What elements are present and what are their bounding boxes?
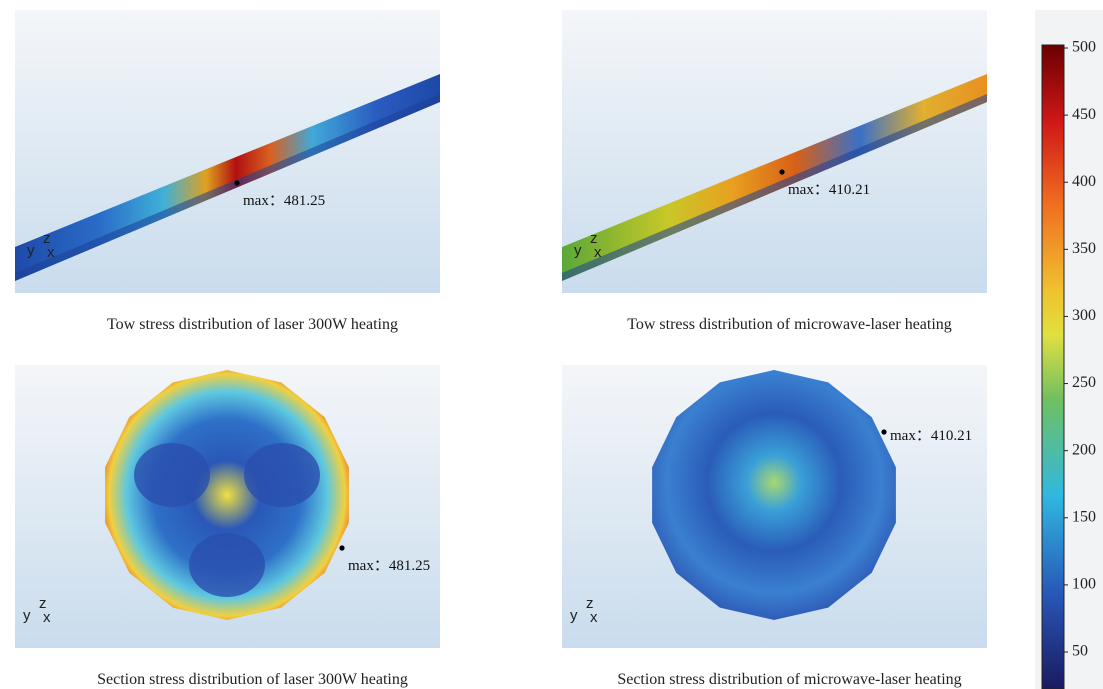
tick-label: 100 bbox=[1072, 576, 1096, 593]
axis-label: y bbox=[570, 607, 578, 624]
tick-label: 150 bbox=[1072, 508, 1096, 525]
low-stress-zone bbox=[134, 443, 210, 507]
tick-label: 500 bbox=[1072, 39, 1096, 56]
tick-label: 450 bbox=[1072, 106, 1096, 123]
tick-label: 250 bbox=[1072, 374, 1096, 391]
axis-label: x bbox=[43, 609, 51, 626]
axis-label: z bbox=[39, 595, 47, 612]
tick-label: 400 bbox=[1072, 173, 1096, 190]
tick-label: 200 bbox=[1072, 441, 1096, 458]
axis-label: x bbox=[594, 244, 602, 261]
tow-edge bbox=[562, 94, 987, 281]
section bbox=[652, 370, 896, 620]
axis-label: x bbox=[47, 244, 55, 261]
axis-label: y bbox=[574, 242, 582, 259]
axis-label: x bbox=[590, 609, 598, 626]
tick-label: 300 bbox=[1072, 307, 1096, 324]
colorbar bbox=[1041, 44, 1065, 689]
tick-label: 50 bbox=[1072, 643, 1088, 660]
panel: max：481.25 yzx Tow stress distribution of … bbox=[15, 10, 440, 333]
section bbox=[105, 370, 349, 620]
panel: max：410.21 yzx Section stress distribution… bbox=[562, 365, 987, 688]
caption: Section stress distribution of laser 300… bbox=[97, 671, 408, 688]
max-point bbox=[339, 545, 345, 551]
axis-label: z bbox=[590, 230, 598, 247]
axis-label: y bbox=[27, 242, 35, 259]
max-annotation: max：481.25 bbox=[243, 193, 325, 209]
max-annotation: max：410.21 bbox=[890, 428, 972, 444]
max-point bbox=[779, 169, 785, 175]
caption: Tow stress distribution of laser 300W he… bbox=[107, 316, 398, 333]
low-stress-zone bbox=[244, 443, 320, 507]
axis-label: y bbox=[23, 607, 31, 624]
max-annotation: max：410.21 bbox=[788, 182, 870, 198]
tick-label: 350 bbox=[1072, 240, 1096, 257]
max-point bbox=[234, 180, 240, 186]
axis-label: z bbox=[43, 230, 51, 247]
panel: max：481.25 yzx Section stress distribution… bbox=[15, 365, 440, 688]
max-point bbox=[881, 429, 887, 435]
caption: Section stress distribution of microwave… bbox=[617, 671, 961, 688]
tow-edge bbox=[15, 94, 440, 281]
panel: max：410.21 yzx Tow stress distribution of … bbox=[562, 10, 987, 333]
colorbar-ticks: 500 450 400 350 300 250 200 150 100 50 bbox=[1064, 39, 1096, 660]
caption: Tow stress distribution of microwave-las… bbox=[627, 316, 952, 333]
max-annotation: max：481.25 bbox=[348, 558, 430, 574]
low-stress-zone bbox=[189, 533, 265, 597]
axis-label: z bbox=[586, 595, 594, 612]
